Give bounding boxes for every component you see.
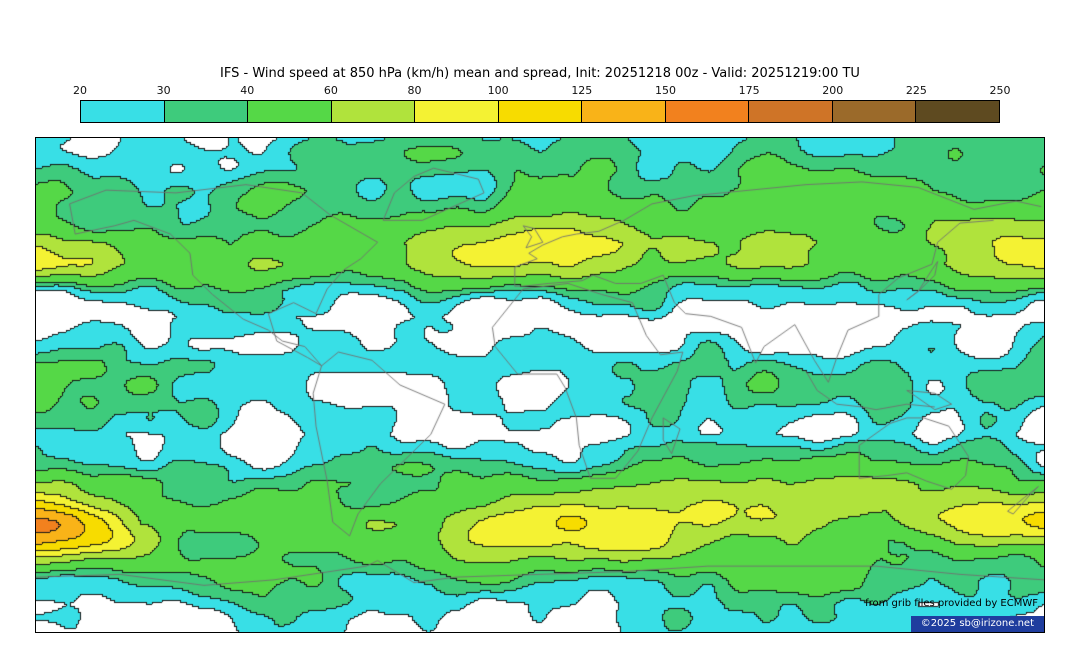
- colorbar-segment: [247, 101, 331, 122]
- colorbar-tick-labels: 20 30 40 60 80 100 125 150 175 200 225 250: [73, 84, 1011, 98]
- map-container: from grib files provided by ECMWF ©2025 …: [35, 137, 1045, 633]
- colorbar-segment: [163, 101, 248, 122]
- credit-source-text: from grib files provided by ECMWF: [865, 598, 1038, 609]
- colorbar-segment: [330, 101, 415, 122]
- map-canvas: [36, 138, 1044, 632]
- colorbar-tick-label: 250: [989, 84, 1011, 97]
- colorbar-tick-label: 125: [571, 84, 593, 97]
- colorbar-segment: [915, 101, 1000, 122]
- page-title: IFS - Wind speed at 850 hPa (km/h) mean …: [220, 66, 860, 81]
- colorbar-segment: [748, 101, 832, 122]
- colorbar-segment: [581, 101, 665, 122]
- colorbar-segment: [497, 101, 582, 122]
- colorbar-segment: [414, 101, 498, 122]
- colorbar-tick-label: 80: [407, 84, 422, 97]
- colorbar-tick-label: 225: [905, 84, 927, 97]
- colorbar-segment: [831, 101, 916, 122]
- colorbar-tick-label: 60: [323, 84, 338, 97]
- colorbar-tick-label: 150: [654, 84, 676, 97]
- colorbar-legend: [80, 100, 1000, 123]
- colorbar-tick-label: 30: [156, 84, 171, 97]
- credit-copyright-badge: ©2025 sb@irizone.net: [910, 616, 1044, 632]
- colorbar-segment: [81, 101, 164, 122]
- colorbar-tick-label: 20: [73, 84, 87, 97]
- colorbar-tick-label: 40: [240, 84, 255, 97]
- colorbar-segment: [664, 101, 749, 122]
- colorbar-tick-label: 100: [487, 84, 509, 97]
- colorbar-tick-label: 200: [822, 84, 844, 97]
- credits-block: from grib files provided by ECMWF ©2025 …: [865, 598, 1044, 632]
- colorbar-tick-label: 175: [738, 84, 760, 97]
